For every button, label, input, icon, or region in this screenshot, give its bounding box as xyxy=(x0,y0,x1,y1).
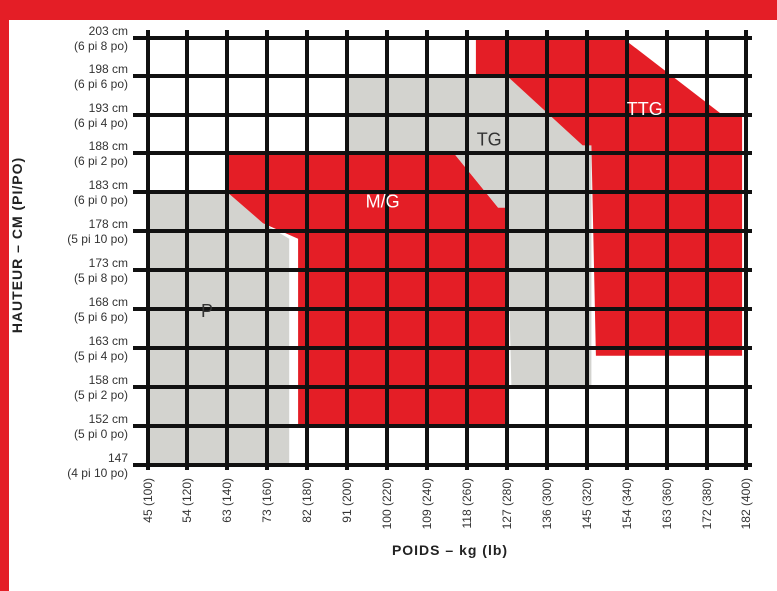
y-tick-label-158: 158 cm xyxy=(89,373,128,387)
y-tick-sublabel-168: (5 pi 6 po) xyxy=(74,310,128,324)
grid-layer xyxy=(133,30,752,470)
y-tick-sublabel-173: (5 pi 8 po) xyxy=(74,271,128,285)
y-tick-sublabel-147: (4 pi 10 po) xyxy=(67,466,128,480)
x-tick-label-82: 82 (180) xyxy=(300,478,314,523)
x-tick-label-163: 163 (360) xyxy=(660,478,674,529)
x-tick-label-182: 182 (400) xyxy=(739,478,753,529)
x-tick-label-172: 172 (380) xyxy=(700,478,714,529)
y-tick-label-203: 203 cm xyxy=(89,24,128,38)
y-tick-sublabel-198: (6 pi 6 po) xyxy=(74,77,128,91)
x-tick-label-45: 45 (100) xyxy=(141,478,155,523)
y-tick-sublabel-193: (6 pi 4 po) xyxy=(74,116,128,130)
x-tick-label-54: 54 (120) xyxy=(180,478,194,523)
x-tick-label-154: 154 (340) xyxy=(620,478,634,529)
y-tick-sublabel-183: (6 pi 0 po) xyxy=(74,193,128,207)
y-tick-label-183: 183 cm xyxy=(89,178,128,192)
zone-label-p: P xyxy=(201,301,213,321)
x-tick-label-91: 91 (200) xyxy=(340,478,354,523)
zone-label-tg: TG xyxy=(477,129,502,149)
x-axis-title: POIDS – kg (lb) xyxy=(392,542,508,558)
y-tick-sublabel-178: (5 pi 10 po) xyxy=(67,232,128,246)
x-tick-label-109: 109 (240) xyxy=(420,478,434,529)
x-tick-label-73: 73 (160) xyxy=(260,478,274,523)
x-tick-label-118: 118 (260) xyxy=(460,478,474,528)
y-tick-label-152: 152 cm xyxy=(89,412,128,426)
x-tick-label-127: 127 (280) xyxy=(500,478,514,529)
left-accent-bar xyxy=(0,0,9,591)
zone-label-ttg: TTG xyxy=(627,99,663,119)
y-tick-label-163: 163 cm xyxy=(89,334,128,348)
y-tick-label-193: 193 cm xyxy=(89,101,128,115)
y-tick-labels: 203 cm(6 pi 8 po) 198 cm(6 pi 6 po) 193 cm… xyxy=(67,24,128,480)
top-accent-bar xyxy=(0,0,777,20)
x-tick-label-145: 145 (320) xyxy=(580,478,594,529)
y-tick-sublabel-158: (5 pi 2 po) xyxy=(74,388,128,402)
y-tick-sublabel-203: (6 pi 8 po) xyxy=(74,39,128,53)
zone-labels-layer: P M/G TG TTG xyxy=(201,99,663,321)
x-tick-label-100: 100 (220) xyxy=(380,478,394,529)
zone-p xyxy=(148,192,290,465)
y-tick-sublabel-163: (5 pi 4 po) xyxy=(74,349,128,363)
y-tick-sublabel-188: (6 pi 2 po) xyxy=(74,154,128,168)
y-tick-label-188: 188 cm xyxy=(89,139,128,153)
x-tick-labels: 45 (100) 54 (120) 63 (140) 73 (160) 82 (180)… xyxy=(141,478,753,529)
y-tick-label-198: 198 cm xyxy=(89,62,128,76)
y-tick-label-178: 178 cm xyxy=(89,217,128,231)
zone-ttg xyxy=(475,38,743,356)
y-tick-label-147: 147 xyxy=(108,451,128,465)
x-tick-label-136: 136 (300) xyxy=(540,478,554,529)
y-tick-label-168: 168 cm xyxy=(89,295,128,309)
zone-m-g xyxy=(227,153,507,426)
y-tick-sublabel-152: (5 pi 0 po) xyxy=(74,427,128,441)
y-axis-title: HAUTEUR – CM (PI/PO) xyxy=(9,157,25,333)
y-tick-label-173: 173 cm xyxy=(89,256,128,270)
x-tick-label-63: 63 (140) xyxy=(220,478,234,523)
zone-label-m-g: M/G xyxy=(366,192,400,212)
